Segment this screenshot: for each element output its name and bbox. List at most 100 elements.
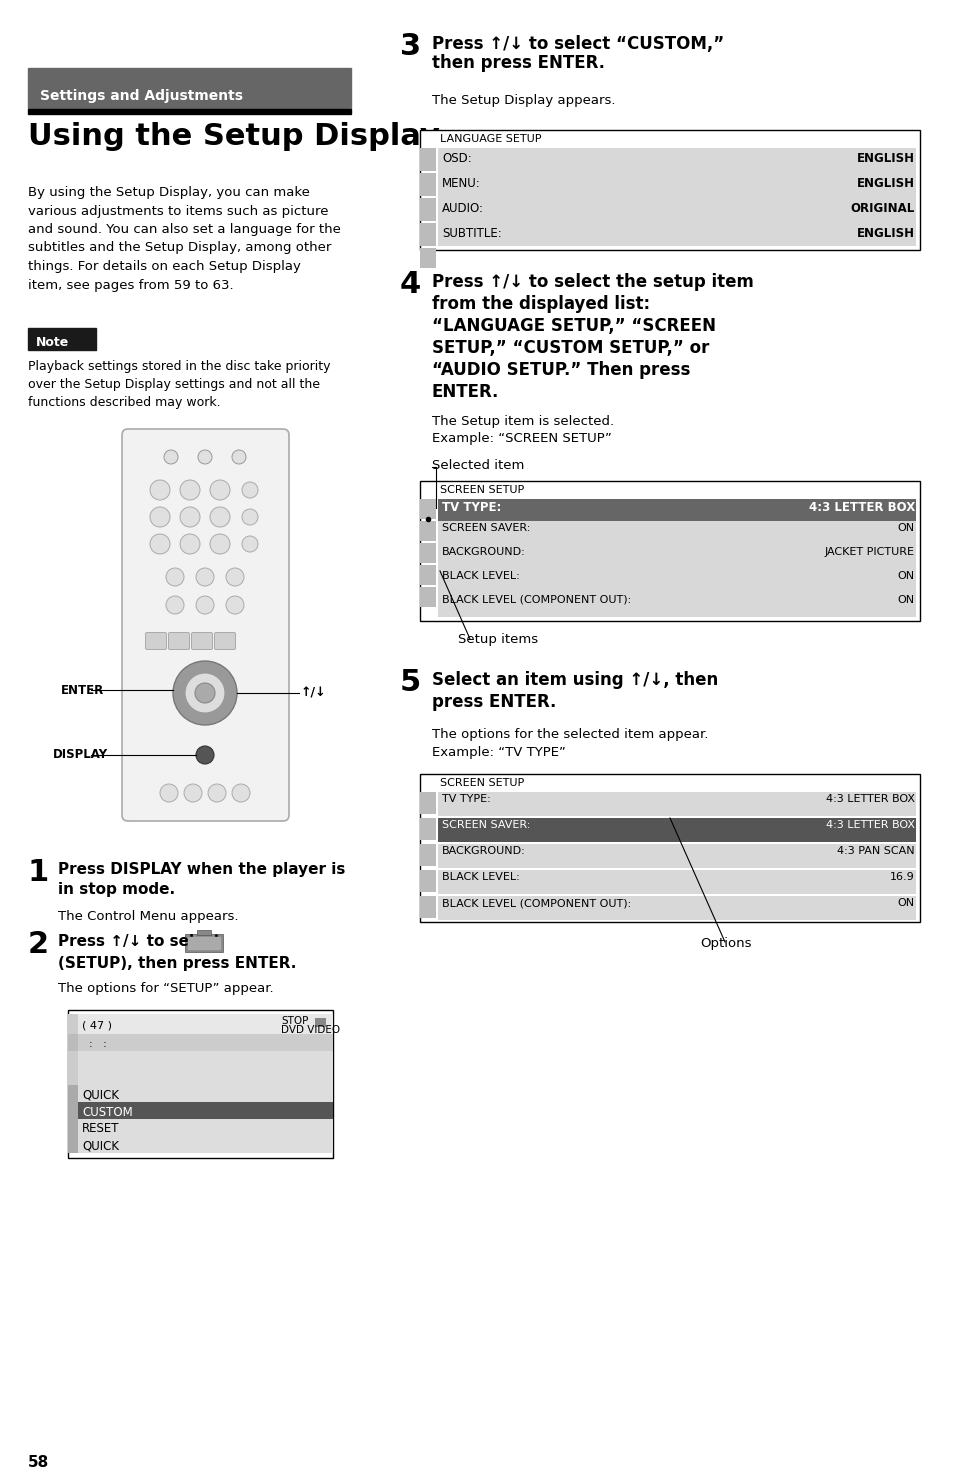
Bar bbox=[68, 1086, 333, 1102]
Bar bbox=[185, 934, 223, 952]
Circle shape bbox=[184, 785, 202, 802]
Bar bbox=[68, 1136, 333, 1152]
Text: OSD:: OSD: bbox=[441, 151, 471, 165]
Text: from the displayed list:: from the displayed list: bbox=[432, 295, 649, 313]
Text: Press ↑/↓ to select the setup item: Press ↑/↓ to select the setup item bbox=[432, 273, 753, 291]
FancyBboxPatch shape bbox=[214, 633, 235, 650]
Text: TV TYPE:: TV TYPE: bbox=[441, 793, 490, 804]
Circle shape bbox=[195, 746, 213, 764]
Text: :   :: : : bbox=[82, 1040, 107, 1048]
Text: Press ↑/↓ to select: Press ↑/↓ to select bbox=[58, 934, 221, 949]
Text: ORIGINAL: ORIGINAL bbox=[850, 202, 914, 215]
Text: press ENTER.: press ENTER. bbox=[432, 693, 556, 710]
Bar bbox=[437, 498, 915, 521]
Bar bbox=[419, 792, 436, 814]
Text: BLACK LEVEL (COMPONENT OUT):: BLACK LEVEL (COMPONENT OUT): bbox=[441, 899, 631, 908]
Bar bbox=[28, 68, 351, 108]
Bar bbox=[437, 844, 915, 868]
Circle shape bbox=[150, 480, 170, 500]
Text: Select an item using ↑/↓, then: Select an item using ↑/↓, then bbox=[432, 670, 718, 690]
Bar bbox=[419, 844, 436, 866]
Circle shape bbox=[226, 568, 244, 586]
Text: SETUP,” “CUSTOM SETUP,” or: SETUP,” “CUSTOM SETUP,” or bbox=[432, 340, 709, 357]
Bar bbox=[437, 819, 915, 842]
Text: Example: “TV TYPE”: Example: “TV TYPE” bbox=[432, 746, 565, 759]
Text: JACKET PICTURE: JACKET PICTURE bbox=[824, 547, 914, 558]
Bar bbox=[28, 108, 351, 114]
Bar bbox=[68, 1120, 333, 1136]
Bar bbox=[419, 131, 919, 251]
Circle shape bbox=[150, 534, 170, 555]
Circle shape bbox=[232, 785, 250, 802]
Bar bbox=[68, 1034, 78, 1051]
Text: Selected item: Selected item bbox=[432, 460, 524, 472]
Text: 16.9: 16.9 bbox=[889, 872, 914, 882]
Text: 4:3 LETTER BOX: 4:3 LETTER BOX bbox=[808, 501, 914, 515]
Text: 5: 5 bbox=[399, 667, 421, 697]
Circle shape bbox=[208, 785, 226, 802]
Circle shape bbox=[180, 534, 200, 555]
Text: 1: 1 bbox=[28, 859, 50, 887]
Text: RESET: RESET bbox=[82, 1123, 119, 1136]
Text: ON: ON bbox=[897, 571, 914, 581]
Bar bbox=[419, 819, 436, 839]
Text: CUSTOM: CUSTOM bbox=[82, 1105, 132, 1118]
Text: Press DISPLAY when the player is
in stop mode.: Press DISPLAY when the player is in stop… bbox=[58, 862, 345, 897]
Text: Settings and Adjustments: Settings and Adjustments bbox=[40, 89, 243, 102]
Circle shape bbox=[166, 568, 184, 586]
Circle shape bbox=[242, 535, 257, 552]
Text: ENGLISH: ENGLISH bbox=[856, 176, 914, 190]
Text: ENTER: ENTER bbox=[61, 684, 104, 697]
Circle shape bbox=[226, 596, 244, 614]
Bar bbox=[28, 328, 96, 350]
Text: SCREEN SAVER:: SCREEN SAVER: bbox=[441, 523, 530, 532]
Circle shape bbox=[185, 673, 225, 713]
Bar bbox=[68, 1051, 78, 1068]
Text: Options: Options bbox=[700, 937, 751, 951]
Text: ( 47 ): ( 47 ) bbox=[82, 1020, 112, 1031]
Text: BACKGROUND:: BACKGROUND: bbox=[441, 547, 525, 558]
Text: 4:3 LETTER BOX: 4:3 LETTER BOX bbox=[825, 820, 914, 830]
Text: DISPLAY: DISPLAY bbox=[53, 749, 108, 761]
Text: (SETUP), then press ENTER.: (SETUP), then press ENTER. bbox=[58, 957, 296, 971]
Circle shape bbox=[232, 449, 246, 464]
Text: BLACK LEVEL:: BLACK LEVEL: bbox=[441, 872, 519, 882]
Text: BACKGROUND:: BACKGROUND: bbox=[441, 845, 525, 856]
Text: The Control Menu appears.: The Control Menu appears. bbox=[58, 911, 238, 922]
Bar bbox=[68, 1136, 78, 1152]
Bar bbox=[68, 1086, 78, 1102]
Text: The options for the selected item appear.: The options for the selected item appear… bbox=[432, 728, 708, 742]
FancyBboxPatch shape bbox=[146, 633, 167, 650]
Bar bbox=[419, 498, 436, 519]
Text: TV TYPE:: TV TYPE: bbox=[441, 501, 501, 515]
Text: ↑/↓: ↑/↓ bbox=[301, 687, 326, 700]
Circle shape bbox=[172, 661, 236, 725]
Bar bbox=[419, 871, 436, 891]
Bar bbox=[68, 1010, 333, 1158]
Bar bbox=[68, 1102, 333, 1120]
Text: Example: “SCREEN SETUP”: Example: “SCREEN SETUP” bbox=[432, 432, 611, 445]
Text: 4:3 PAN SCAN: 4:3 PAN SCAN bbox=[837, 845, 914, 856]
Text: Setup items: Setup items bbox=[457, 633, 537, 647]
Text: SCREEN SETUP: SCREEN SETUP bbox=[439, 779, 524, 787]
Bar bbox=[419, 587, 436, 607]
Bar bbox=[419, 774, 919, 922]
Text: AUDIO:: AUDIO: bbox=[441, 202, 483, 215]
Text: SUBTITLE:: SUBTITLE: bbox=[441, 227, 501, 240]
Bar bbox=[419, 174, 436, 196]
Circle shape bbox=[195, 568, 213, 586]
Text: then press ENTER.: then press ENTER. bbox=[432, 53, 604, 73]
Text: SCREEN SAVER:: SCREEN SAVER: bbox=[441, 820, 530, 830]
FancyBboxPatch shape bbox=[192, 633, 213, 650]
Text: Note: Note bbox=[36, 337, 70, 350]
Text: BLACK LEVEL:: BLACK LEVEL: bbox=[441, 571, 519, 581]
Bar bbox=[437, 896, 915, 919]
FancyBboxPatch shape bbox=[169, 633, 190, 650]
Text: DVD VIDEO: DVD VIDEO bbox=[281, 1025, 340, 1035]
Circle shape bbox=[180, 480, 200, 500]
Bar bbox=[188, 937, 220, 949]
Circle shape bbox=[166, 596, 184, 614]
Text: LANGUAGE SETUP: LANGUAGE SETUP bbox=[439, 133, 541, 144]
Text: ON: ON bbox=[897, 899, 914, 908]
Bar bbox=[68, 1102, 78, 1120]
